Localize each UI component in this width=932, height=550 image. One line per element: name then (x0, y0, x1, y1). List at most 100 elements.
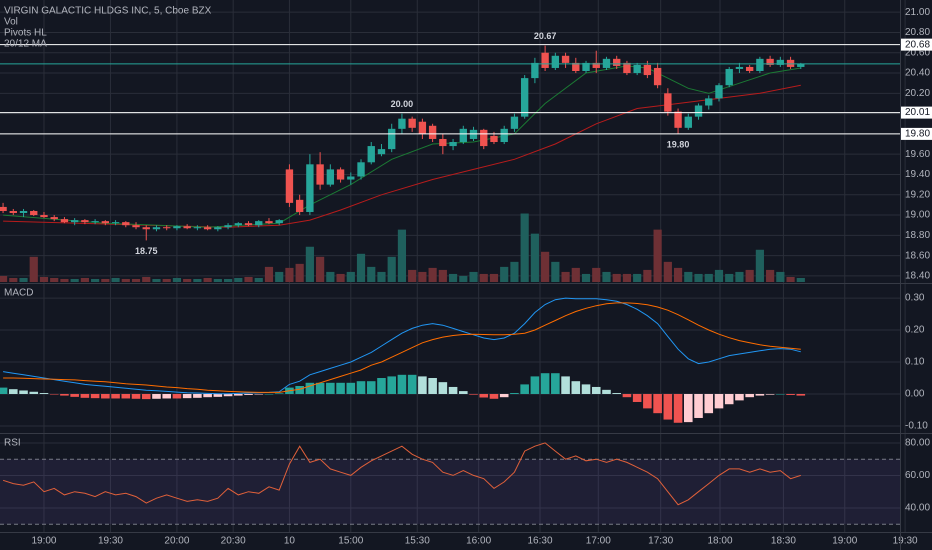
volume-bar (633, 273, 642, 282)
macd-histogram-bar (346, 382, 356, 394)
macd-histogram-bar (499, 393, 509, 398)
candle-body (50, 217, 58, 220)
y-tick-label: -0.10 (905, 421, 928, 432)
candle-body (776, 59, 785, 65)
candle-body (561, 55, 570, 63)
macd-histogram-bar (264, 393, 274, 395)
volume-bar (285, 267, 294, 282)
macd-histogram-bar (315, 382, 325, 394)
macd-histogram-bar (694, 393, 703, 418)
legend-ma: 20/12 MA (4, 39, 47, 50)
candle-body (500, 128, 508, 143)
candle-body (705, 98, 713, 106)
volume-bar (704, 273, 713, 282)
macd-histogram-bar (448, 386, 458, 394)
macd-histogram-bar (234, 393, 243, 396)
macd-histogram-bar (459, 391, 468, 394)
volume-bar (60, 278, 69, 282)
volume-bar (786, 276, 795, 282)
macd-histogram-bar (776, 393, 785, 395)
candle-body (122, 222, 130, 226)
candle-body (234, 223, 242, 226)
candle-body (480, 129, 488, 147)
candle-body (664, 93, 672, 112)
candle-body (224, 225, 232, 228)
pivot-price-label: 20.01 (905, 107, 930, 118)
volume-bar (653, 229, 662, 282)
macd-histogram-bar (254, 393, 264, 395)
pivot-price-box (901, 106, 932, 119)
macd-histogram-bar (182, 393, 192, 399)
volume-bar (213, 278, 222, 282)
y-tick-label: 60.00 (905, 470, 930, 481)
volume-bar (295, 263, 304, 282)
y-tick-label: 19.20 (905, 189, 930, 200)
macd-histogram-bar (326, 382, 335, 394)
candle-body (183, 226, 191, 229)
candle-body (132, 225, 140, 228)
labels: 19:00 19:30 20:00 20:30 10 15:00 15:30 16:00 16:… (31, 7, 932, 547)
volume-bar (673, 267, 683, 282)
macd-histogram-bar (540, 373, 550, 394)
volume-bar (489, 273, 499, 282)
macd-histogram-bar (704, 393, 714, 414)
y-tick-label: 18.60 (905, 250, 930, 261)
macd-histogram-bar (397, 374, 407, 394)
volume-bar (766, 269, 775, 282)
candle-body (70, 220, 79, 223)
y-tick-label: 0.10 (905, 357, 925, 368)
volume-bar (725, 273, 734, 282)
candle-body (490, 135, 498, 143)
x-tick-label: 10 (284, 536, 296, 547)
macd-histogram-bar (49, 393, 59, 395)
candle-body (30, 210, 38, 216)
candle-body (336, 169, 345, 180)
candle-body (347, 176, 355, 180)
volume-bar (39, 276, 49, 282)
macd-histogram-bar (796, 393, 806, 396)
x-tick-label: 15:30 (405, 536, 430, 547)
candle-body (152, 227, 161, 230)
moving-average (3, 84, 801, 228)
y-tick-label: 80.00 (905, 438, 930, 449)
candle-body (797, 63, 805, 67)
candle-body (244, 223, 253, 226)
y-tick-label: 20.40 (905, 68, 930, 79)
macd-histogram-bar (121, 393, 131, 399)
y-tick-label: 19.60 (905, 149, 930, 160)
candle-body (694, 105, 703, 117)
candle-body (265, 221, 273, 224)
candle-body (367, 146, 375, 163)
candle-body (388, 128, 396, 150)
y-tick-label: 0.00 (905, 389, 925, 400)
y-tick-label: 19.00 (905, 210, 930, 221)
x-tick-label: 17:00 (586, 536, 611, 547)
candle-body (602, 58, 611, 68)
macd-histogram-bar (714, 393, 724, 409)
candle-body (428, 125, 437, 139)
volume-bar (694, 273, 703, 282)
macd-histogram-bar (591, 386, 601, 394)
candle-body (40, 215, 48, 218)
x-tick-label: 20:30 (221, 536, 246, 547)
y-tick-label: 0.30 (905, 293, 925, 304)
candle-body (469, 129, 478, 139)
candle-body (101, 221, 110, 224)
macd-histogram-bar (632, 393, 642, 402)
macd-histogram-bar (101, 393, 110, 399)
volume-bar (510, 261, 519, 282)
candle-body (19, 210, 28, 214)
candle-body (756, 58, 764, 72)
macd-histogram-bar (663, 393, 673, 420)
volume-bar (101, 278, 110, 282)
candle-body (653, 67, 662, 86)
volume-bar (91, 278, 100, 282)
pivot-price-label: 20.68 (905, 39, 930, 50)
macd-histogram-bar (19, 390, 28, 394)
chart-title: VIRGIN GALACTIC HLDGS INC, 5, Cboe BZX (4, 6, 212, 17)
candle-body (60, 219, 69, 223)
macd-histogram-bar (172, 393, 182, 399)
candle-body (684, 116, 692, 128)
y-tick-label: 20.20 (905, 88, 930, 99)
macd-histogram-bar (377, 378, 386, 394)
